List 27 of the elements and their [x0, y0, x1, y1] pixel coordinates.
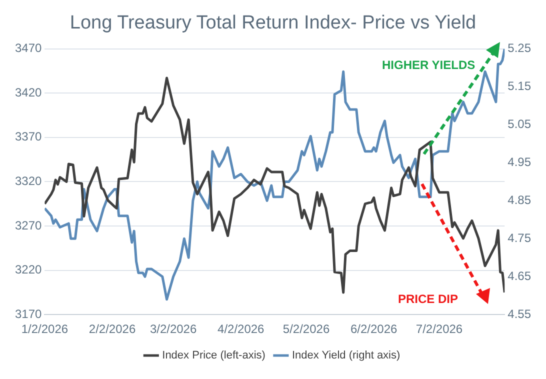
legend-label: Index Yield (right axis)	[292, 350, 400, 362]
x-tick-label: 3/2/2026	[150, 322, 197, 336]
annotation: HIGHER YIELDS	[382, 58, 476, 72]
y-tick-label: 3270	[14, 218, 42, 232]
y2-tick-label: 5.15	[508, 79, 532, 94]
y-tick-label: 3220	[14, 262, 42, 277]
chart-title: Long Treasury Total Return Index- Price vs Yield	[70, 12, 476, 34]
legend-label: Index Price (left-axis)	[162, 350, 266, 362]
x-tick-label: 7/2/2026	[416, 322, 463, 336]
x-tick-label: 5/2/2026	[282, 322, 330, 336]
x-tick-label: 1/2/2026	[21, 322, 68, 336]
y2-tick-label: 4.55	[508, 306, 532, 321]
y2-tick-label: 4.95	[508, 155, 532, 170]
y-tick-label: 3370	[14, 130, 42, 144]
y-tick-label: 3170	[14, 306, 42, 321]
y-tick-label: 3420	[14, 85, 42, 100]
y2-tick-label: 4.65	[508, 268, 532, 283]
y2-tick-label: 5.05	[508, 117, 532, 132]
y-tick-label: 3320	[14, 174, 42, 188]
y2-tick-label: 4.85	[508, 193, 532, 207]
x-tick-label: 6/2/2026	[350, 322, 398, 336]
y2-tick-label: 5.25	[508, 41, 532, 56]
annotation: PRICE DIP	[398, 292, 458, 306]
x-tick-label: 2/2/2026	[88, 322, 136, 336]
y-tick-label: 3470	[14, 41, 42, 56]
x-tick-label: 4/2/2026	[218, 322, 265, 336]
y2-tick-label: 4.75	[508, 230, 532, 245]
